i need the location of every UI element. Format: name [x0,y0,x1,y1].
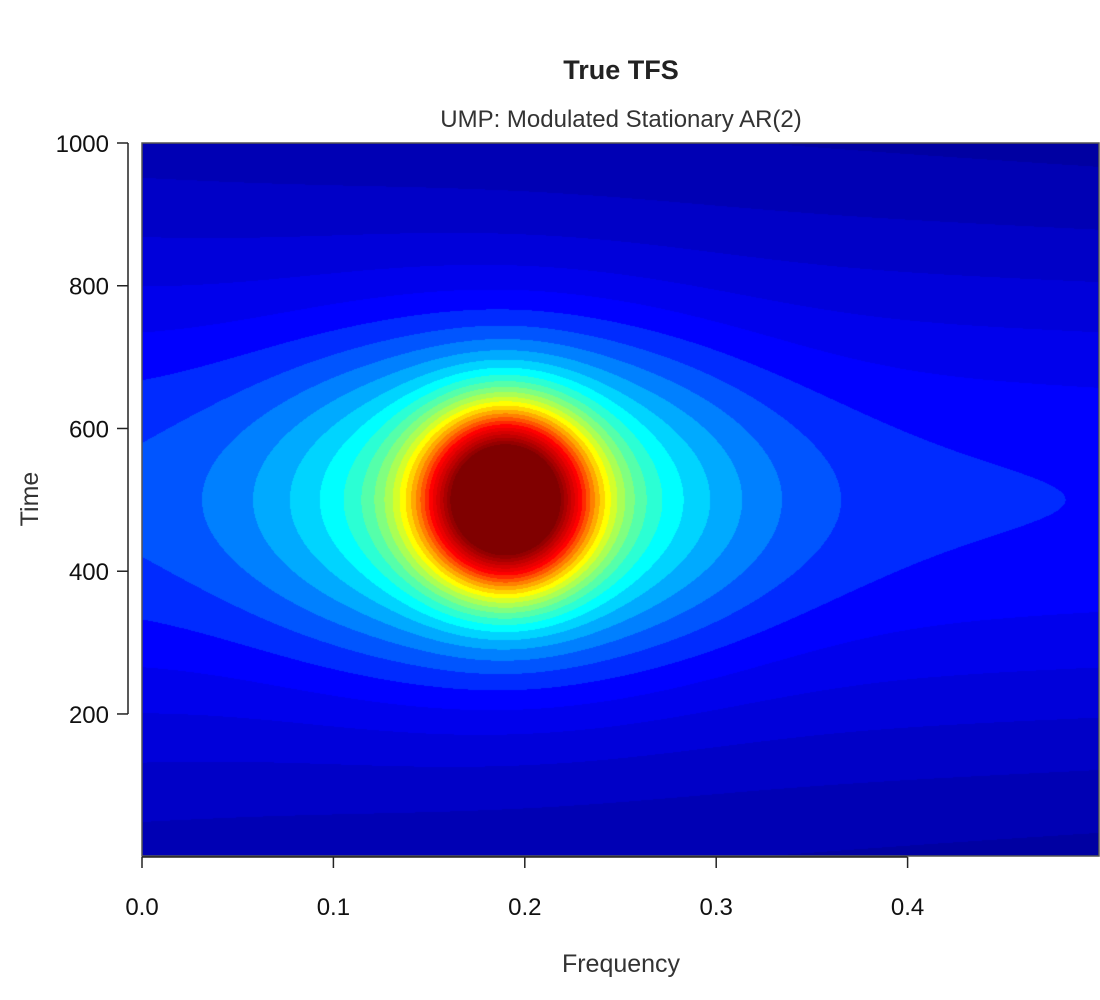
y-tick-label: 200 [69,702,109,729]
y-tick-label: 800 [69,274,109,301]
x-tick-label: 0.0 [125,894,158,921]
heatmap-surface [142,143,1099,856]
x-tick-label: 0.3 [700,894,733,921]
y-axis-title: Time [16,472,44,527]
y-tick-label: 600 [69,416,109,443]
x-axis: 0.0 0.1 0.2 0.3 0.4 [125,856,924,921]
y-tick-label: 1000 [56,131,109,158]
chart-title: True TFS [563,55,679,85]
x-tick-label: 0.1 [317,894,350,921]
x-tick-label: 0.2 [508,894,541,921]
y-tick-label: 400 [69,559,109,586]
x-tick-label: 0.4 [891,894,924,921]
x-axis-title: Frequency [562,950,681,978]
plot-area [141,142,1100,857]
plot-frame [141,142,1100,857]
chart-subtitle: UMP: Modulated Stationary AR(2) [440,106,802,133]
y-axis: 200 400 600 800 1000 [56,131,129,729]
